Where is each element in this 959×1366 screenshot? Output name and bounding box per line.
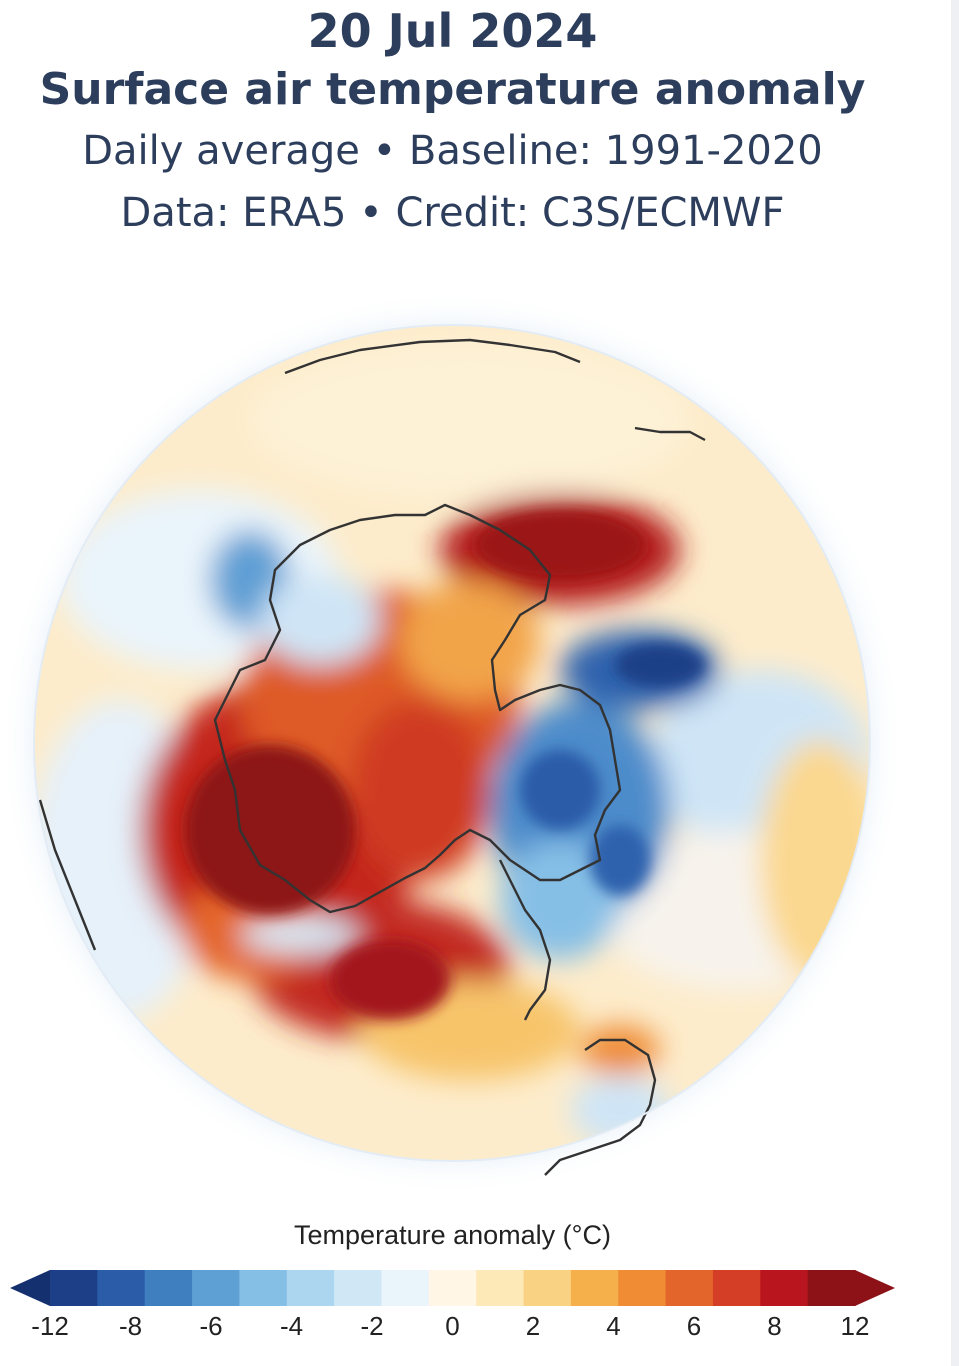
colorbar-segment [286, 1270, 335, 1306]
australia-coastline [284, 338, 581, 375]
colorbar-segment [665, 1270, 714, 1306]
colorbar-segment [334, 1270, 383, 1306]
colorbar: -12 -8 -6 -4 -2 0 2 4 6 8 12 [10, 1270, 895, 1341]
colorbar-segment [476, 1270, 525, 1306]
colorbar-segment [760, 1270, 809, 1306]
colorbar-tick-label: -4 [280, 1311, 303, 1341]
colorbar-tick-label: -12 [31, 1311, 69, 1341]
coastlines [38, 338, 706, 1176]
colorbar-segment [570, 1270, 619, 1306]
colorbar-tick-label: 2 [526, 1311, 540, 1341]
colorbar-segment [144, 1270, 193, 1306]
colorbar-tick-label: -6 [199, 1311, 222, 1341]
colorbar-segment [239, 1270, 288, 1306]
subtitle: Daily average • Baseline: 1991-2020 [82, 128, 823, 174]
antarctica-coastline [213, 503, 622, 914]
colorbar-segment [97, 1270, 146, 1306]
map-title: Surface air temperature anomaly [39, 64, 866, 115]
colorbar-segment [381, 1270, 430, 1306]
colorbar-segment [50, 1270, 98, 1306]
colorbar-low-extend [10, 1270, 50, 1306]
colorbar-segment [192, 1270, 241, 1306]
south-america-coastline [544, 1038, 657, 1176]
colorbar-segment [523, 1270, 572, 1306]
colorbar-tick-label: -8 [119, 1311, 142, 1341]
colorbar-segment [712, 1270, 761, 1306]
colorbar-tick-label: 4 [606, 1311, 620, 1341]
colorbar-segment [807, 1270, 856, 1306]
page-edge [951, 0, 959, 1366]
africa-coastline [38, 799, 97, 951]
date-heading: 20 Jul 2024 [307, 4, 598, 58]
anomaly-field [34, 325, 870, 1161]
colorbar-segment [618, 1270, 667, 1306]
colorbar-tick-label: 12 [841, 1311, 870, 1341]
new-zealand-coastline [634, 426, 706, 442]
colorbar-high-extend [855, 1270, 895, 1306]
colorbar-tick-label: 8 [767, 1311, 781, 1341]
antarctic-peninsula-coastline [498, 859, 552, 1021]
colorbar-tick-label: 6 [687, 1311, 701, 1341]
colorbar-tick-label: 0 [445, 1311, 459, 1341]
colorbar-segment [428, 1270, 477, 1306]
header: 20 Jul 2024 Surface air temperature anom… [0, 0, 905, 244]
colorbar-tick-label: -2 [360, 1311, 383, 1341]
temperature-anomaly-map [0, 291, 904, 1195]
credit-line: Data: ERA5 • Credit: C3S/ECMWF [120, 190, 785, 236]
legend-title: Temperature anomaly (°C) [294, 1220, 611, 1250]
